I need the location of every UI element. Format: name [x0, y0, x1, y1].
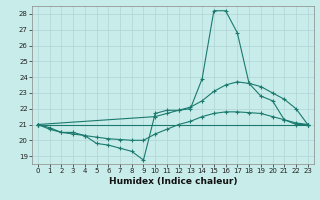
- X-axis label: Humidex (Indice chaleur): Humidex (Indice chaleur): [108, 177, 237, 186]
